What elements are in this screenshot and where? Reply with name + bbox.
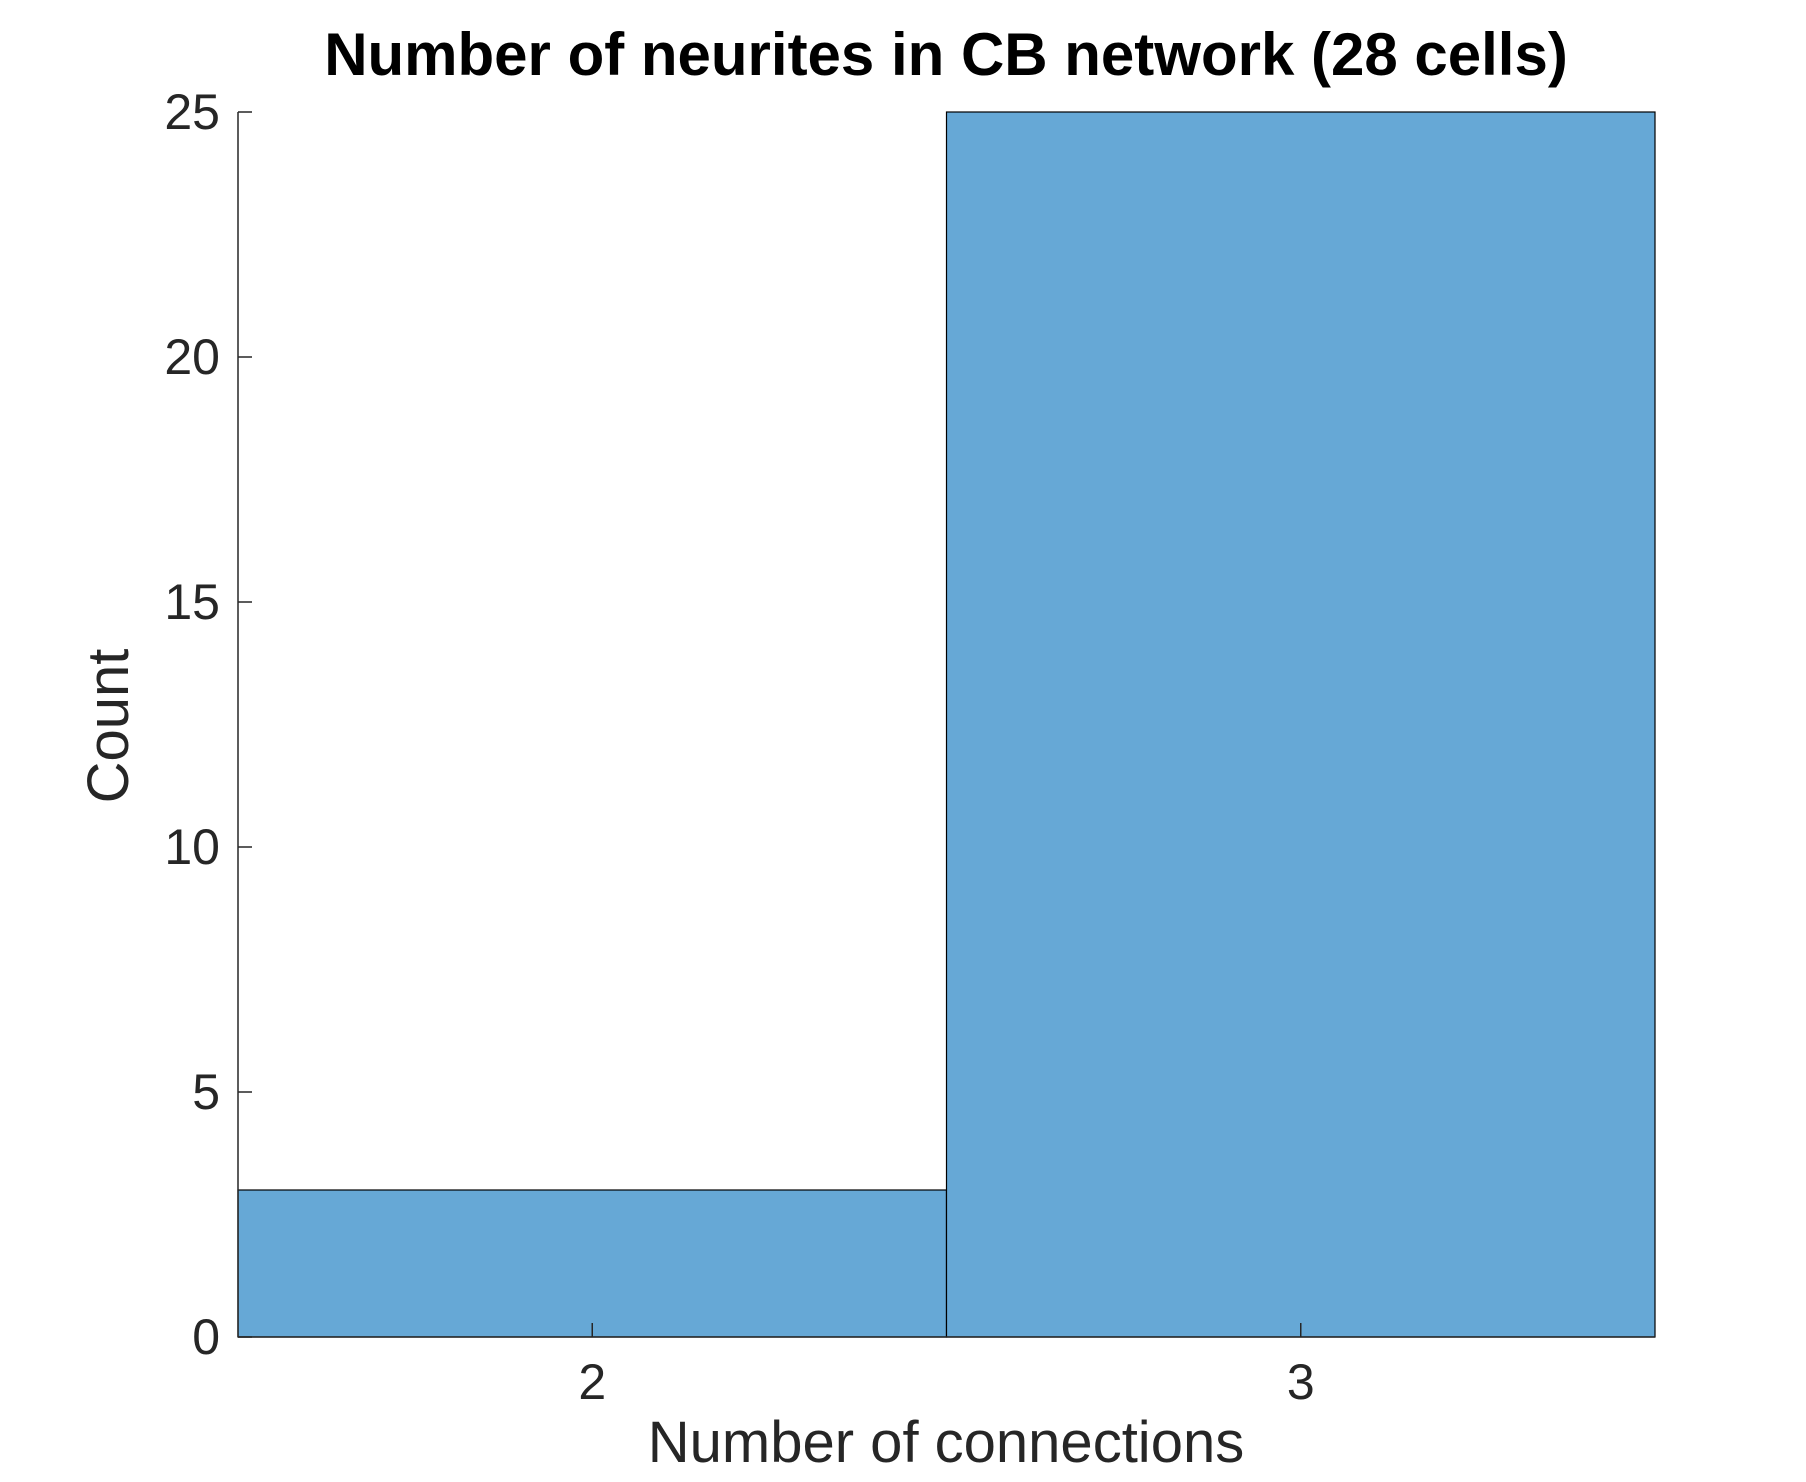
x-tick-label-2: 2 xyxy=(578,1354,606,1410)
chart-title: Number of neurites in CB network (28 cel… xyxy=(324,21,1568,88)
axes-layer xyxy=(237,112,1655,1338)
bars-layer xyxy=(237,111,1656,1338)
y-tick-label-15: 15 xyxy=(164,574,220,630)
x-tick-label-3: 3 xyxy=(1287,1354,1315,1410)
y-ticks-layer: 0 5 10 15 20 25 xyxy=(164,84,252,1365)
bar-2 xyxy=(237,1189,948,1338)
y-tick-label-5: 5 xyxy=(192,1064,220,1120)
y-axis-label: Count xyxy=(76,649,141,804)
x-axis-label: Number of connections xyxy=(648,1410,1244,1475)
y-tick-label-0: 0 xyxy=(192,1309,220,1365)
bar-3 xyxy=(945,111,1656,1338)
y-tick-label-25: 25 xyxy=(164,84,220,140)
y-tick-label-10: 10 xyxy=(164,819,220,875)
y-tick-label-20: 20 xyxy=(164,329,220,385)
